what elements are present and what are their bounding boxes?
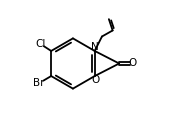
- Text: O: O: [128, 59, 137, 68]
- Text: O: O: [91, 75, 99, 85]
- Text: N: N: [92, 42, 99, 52]
- Text: Cl: Cl: [35, 39, 46, 49]
- Text: Br: Br: [33, 78, 45, 88]
